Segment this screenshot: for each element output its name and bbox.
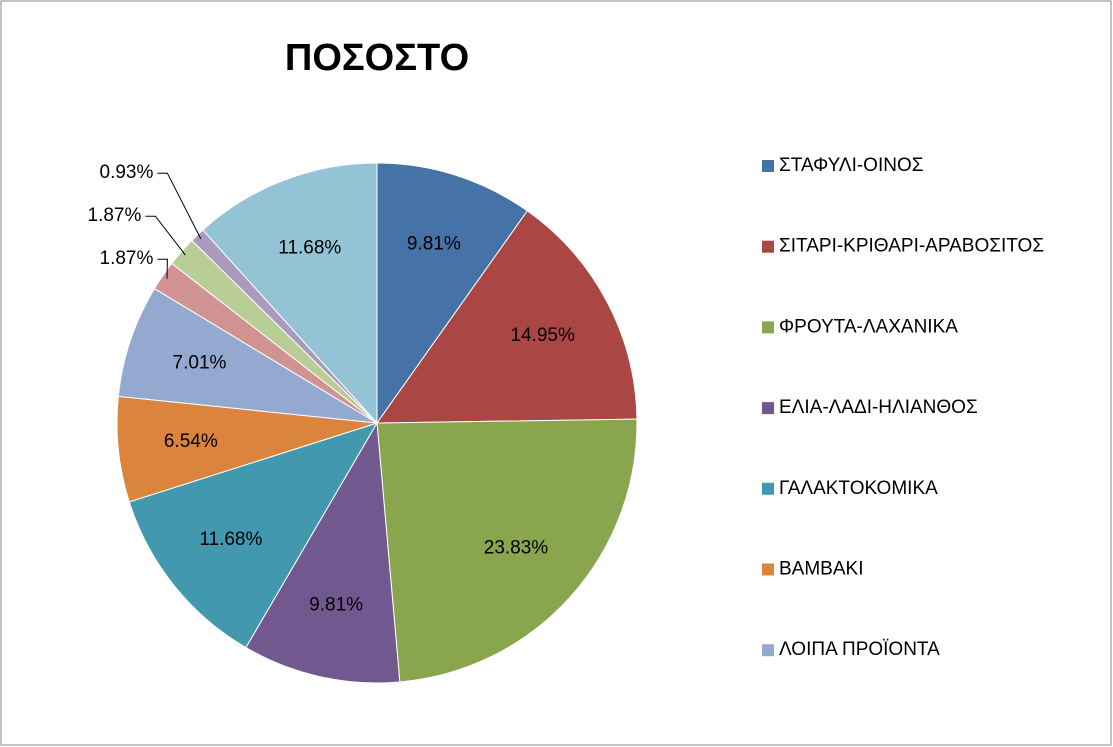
legend-swatch bbox=[762, 402, 774, 415]
leader-line bbox=[157, 258, 168, 279]
pie-slice bbox=[128, 422, 379, 649]
legend-label: ΕΛΙΑ-ΛΑΔΙ-ΗΛΙΑΝΘΟΣ bbox=[779, 397, 978, 418]
legend-swatch bbox=[762, 644, 774, 657]
data-label: 11.68% bbox=[199, 529, 262, 550]
leader-line bbox=[157, 172, 202, 240]
pie-slice bbox=[117, 287, 378, 424]
legend-label: ΣΙΤΑΡΙ-ΚΡΙΘΑΡΙ-ΑΡΑΒΟΣΙΤΟΣ bbox=[779, 236, 1044, 257]
data-label: 6.54% bbox=[164, 431, 218, 452]
data-label: 1.87% bbox=[100, 248, 154, 269]
data-label: 0.93% bbox=[100, 162, 154, 183]
data-label: 9.81% bbox=[407, 234, 461, 255]
pie-slice bbox=[245, 421, 401, 684]
legend-label: ΛΟΙΠΑ ΠΡΟΪΟΝΤΑ bbox=[779, 639, 940, 660]
data-label: 1.87% bbox=[88, 205, 142, 226]
legend-swatch bbox=[762, 482, 774, 495]
legend-swatch bbox=[762, 321, 774, 334]
data-label: 7.01% bbox=[173, 353, 227, 374]
data-label: 14.95% bbox=[510, 325, 575, 346]
legend-label: ΒΑΜΒΑΚΙ bbox=[779, 559, 863, 580]
legend-label: ΓΑΛΑΚΤΟΚΟΜΙΚΑ bbox=[779, 478, 938, 499]
pie-slice bbox=[376, 162, 529, 425]
data-label: 9.81% bbox=[309, 595, 363, 616]
chart-title: ΠΟΣΟΣΤΟ bbox=[285, 37, 469, 79]
pie-slice bbox=[376, 418, 638, 683]
legend-swatch bbox=[762, 240, 774, 253]
legend-label: ΦΡΟΥΤΑ-ΛΑΧΑΝΙΚΑ bbox=[779, 316, 958, 337]
pie-slice bbox=[202, 162, 378, 425]
leader-line bbox=[145, 215, 186, 256]
data-label: 11.68% bbox=[278, 237, 341, 258]
legend-swatch bbox=[762, 563, 774, 576]
data-label: 23.83% bbox=[484, 537, 549, 558]
legend-label: ΣΤΑΦΥΛΙ-ΟΙΝΟΣ bbox=[779, 155, 923, 176]
pie-slice bbox=[376, 210, 638, 424]
legend-swatch bbox=[762, 160, 774, 172]
